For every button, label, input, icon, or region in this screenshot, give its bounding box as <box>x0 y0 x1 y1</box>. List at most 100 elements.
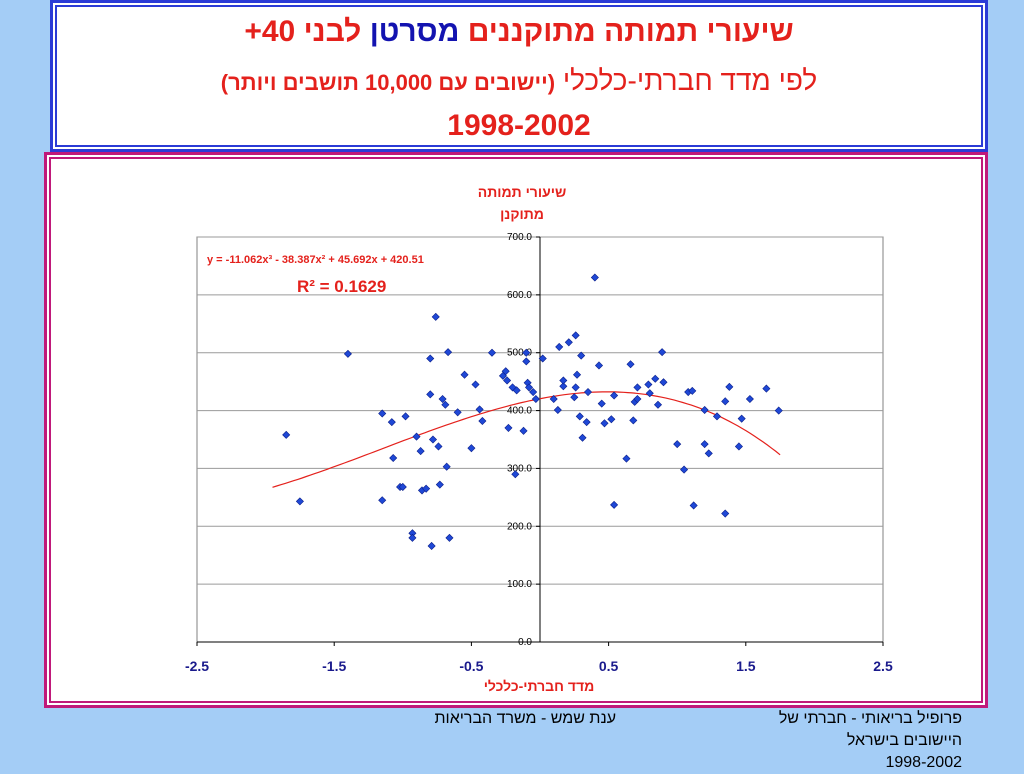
data-point <box>737 414 746 423</box>
data-point <box>398 482 407 491</box>
data-point <box>704 449 713 458</box>
data-point <box>387 418 396 427</box>
title-part3: לבני 40+ <box>244 15 362 48</box>
data-point <box>412 432 421 441</box>
data-point <box>478 416 487 426</box>
data-point <box>487 348 497 357</box>
data-point <box>343 349 352 358</box>
data-point <box>658 348 667 357</box>
subtitle-main: לפי מדד חברתי-כלכלי <box>562 65 818 96</box>
data-point <box>712 412 722 421</box>
data-point <box>633 383 642 392</box>
data-point <box>511 470 520 479</box>
x-tick-label: 0.5 <box>599 658 619 674</box>
y-tick-label: 700.0 <box>507 232 532 243</box>
data-points <box>282 273 783 550</box>
data-point <box>762 384 771 393</box>
data-point <box>633 394 642 404</box>
data-point <box>645 389 654 398</box>
title-box: שיעורי תמותה מתוקננים מסרטן לבני 40+ לפי… <box>50 0 988 152</box>
data-point <box>577 351 586 360</box>
years-title: 1998-2002 <box>447 109 591 142</box>
data-point <box>522 357 531 366</box>
data-point <box>475 405 484 414</box>
chart-title-line2: מתוקנן <box>500 206 544 222</box>
data-point <box>721 397 730 406</box>
data-point <box>644 380 653 389</box>
data-point <box>529 388 538 397</box>
data-point <box>555 342 564 351</box>
data-point <box>774 406 783 415</box>
x-axis-label: מדד חברתי-כלכלי <box>484 678 595 694</box>
y-tick-label: 500.0 <box>507 348 532 359</box>
subtitle: לפי מדד חברתי-כלכלי (יישובים עם 10,000 ת… <box>53 65 985 97</box>
data-point <box>438 394 447 404</box>
data-point <box>578 433 587 442</box>
data-point <box>597 399 606 408</box>
data-point <box>460 370 469 379</box>
chart-title-line1: שיעורי תמותה <box>478 184 567 200</box>
y-tick-label: 200.0 <box>507 521 532 532</box>
data-point <box>553 405 562 415</box>
data-point <box>435 480 444 489</box>
main-title: שיעורי תמותה מתוקננים מסרטן לבני 40+ <box>53 15 985 49</box>
data-point <box>434 442 443 451</box>
data-point <box>524 383 534 392</box>
data-point <box>610 391 619 400</box>
trend-equation: y = -11.062x³ - 38.387x² + 45.692x + 420… <box>207 254 424 266</box>
data-point <box>626 360 635 369</box>
data-point <box>721 509 730 518</box>
r-squared-label: R² = 0.1629 <box>297 277 386 296</box>
footer-source: פרופיל בריאותי - חברתי של היישובים בישרא… <box>702 708 962 774</box>
data-point <box>467 444 476 453</box>
data-point <box>549 394 558 404</box>
footer-right-line1: פרופיל בריאותי - חברתי של <box>778 710 962 727</box>
data-point <box>571 383 580 392</box>
data-point <box>389 453 398 463</box>
data-point <box>519 426 528 435</box>
footer-right-line2: היישובים בישראל <box>846 732 962 749</box>
data-point <box>745 394 754 404</box>
data-point <box>431 312 440 321</box>
data-point <box>689 501 698 510</box>
data-point <box>426 390 435 399</box>
data-point <box>734 442 743 451</box>
data-point <box>559 376 568 385</box>
data-point <box>538 354 547 363</box>
data-point <box>607 415 616 424</box>
data-point <box>531 394 540 404</box>
data-point <box>378 496 387 505</box>
data-point <box>559 382 568 391</box>
data-point <box>441 400 450 409</box>
data-point <box>428 435 438 444</box>
data-point <box>725 382 734 391</box>
data-point <box>408 533 417 542</box>
data-point <box>600 419 609 428</box>
data-point <box>583 388 593 397</box>
data-point <box>442 462 451 471</box>
data-point <box>426 354 435 363</box>
footer-author: ענת שמש - משרד הבריאות <box>434 710 617 727</box>
data-point <box>401 412 410 421</box>
data-point <box>471 380 480 389</box>
data-point <box>700 440 709 449</box>
data-point <box>590 273 599 282</box>
data-point <box>582 418 591 427</box>
y-tick-label: 100.0 <box>507 579 532 590</box>
trend-line <box>272 391 781 488</box>
y-tick-label: 300.0 <box>507 463 532 474</box>
data-point <box>571 331 580 340</box>
data-point <box>444 348 453 357</box>
data-point <box>659 378 668 387</box>
data-point <box>700 405 709 415</box>
x-tick-label: 1.5 <box>736 658 756 674</box>
subtitle-paren: (יישובים עם 10,000 תושבים ויותר) <box>220 70 556 95</box>
x-tick-label: 2.5 <box>873 658 893 674</box>
footer-right-line3: 1998-2002 <box>885 754 962 771</box>
data-point <box>501 367 510 376</box>
data-point <box>295 497 304 506</box>
axes: 0.0100.0200.0300.0400.0500.0600.0700.0-2… <box>185 232 893 674</box>
data-point <box>512 386 521 395</box>
data-point <box>427 541 436 550</box>
x-tick-label: -2.5 <box>185 658 209 674</box>
